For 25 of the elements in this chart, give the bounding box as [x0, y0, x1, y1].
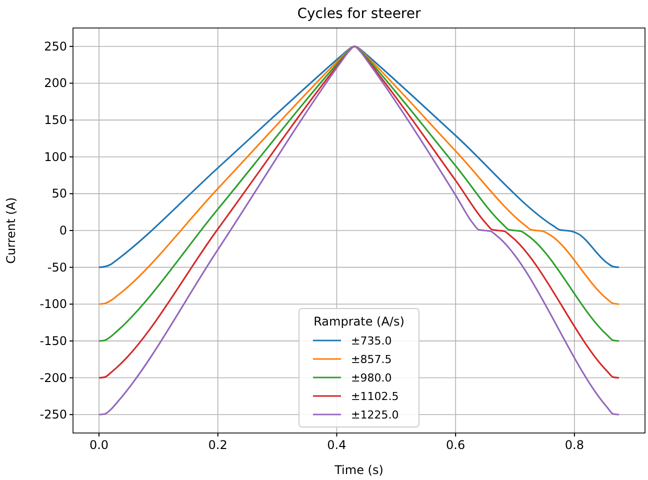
x-tick-label: 0.6: [446, 438, 466, 452]
legend-label: ±735.0: [351, 334, 392, 348]
y-tick-label: 200: [44, 76, 67, 90]
x-axis-title: Time (s): [334, 463, 384, 477]
y-tick-label: -200: [40, 370, 67, 385]
y-tick-label: -250: [40, 408, 67, 422]
y-tick-label: -50: [47, 260, 67, 274]
y-tick-label: -100: [40, 297, 67, 312]
legend-label: ±857.5: [351, 353, 392, 366]
chart-title: Cycles for steerer: [297, 6, 422, 22]
y-tick-label: 250: [44, 39, 67, 54]
y-tick-label: 100: [44, 150, 67, 164]
y-tick-label: 150: [44, 113, 67, 128]
x-tick-label: 0.4: [327, 438, 346, 452]
y-tick-label: 0: [59, 224, 67, 238]
x-tick-label: 0.0: [89, 438, 109, 452]
legend-label: ±1102.5: [351, 390, 399, 403]
legend-label: ±1225.0: [351, 408, 399, 422]
y-axis-title: Current (A): [4, 197, 18, 264]
y-tick-label: 50: [52, 186, 67, 201]
x-tick-label: 0.2: [208, 438, 228, 452]
x-tick-label: 0.8: [564, 438, 584, 452]
legend-title: Ramprate (A/s): [314, 314, 404, 328]
y-tick-label: -150: [40, 334, 67, 348]
legend-label: ±980.0: [351, 372, 392, 384]
